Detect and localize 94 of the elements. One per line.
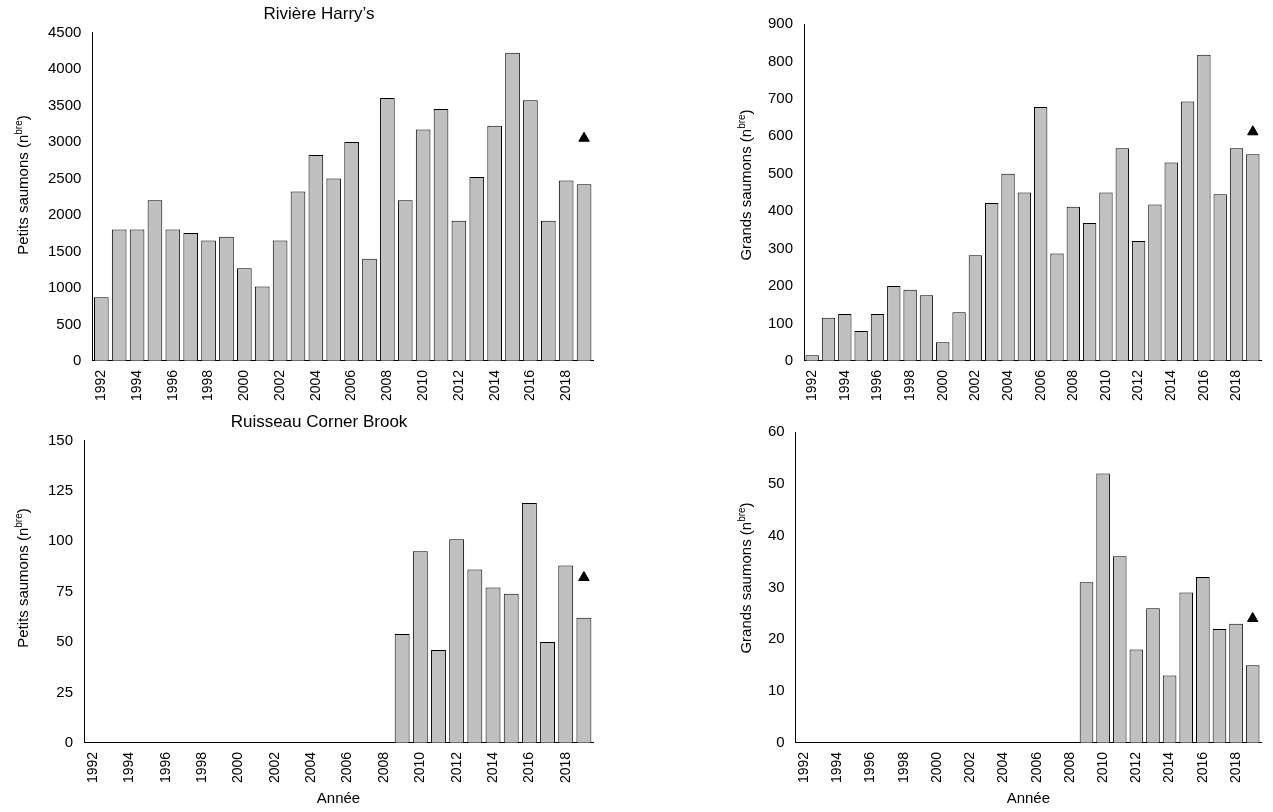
x-tick-label: 2004 (302, 751, 319, 784)
x-tick-label: 2006 (1031, 369, 1048, 402)
x-tick-label: 2014 (485, 369, 502, 402)
x-tick-label: 2010 (411, 751, 428, 784)
x-tick-label: 2008 (374, 751, 391, 784)
x-tick-label: 2012 (447, 751, 464, 784)
y-tick-label: 25 (56, 682, 74, 700)
x-tick-label: 2008 (1060, 751, 1077, 784)
x-tick-label: 1996 (861, 751, 878, 784)
x-tick-label: 2000 (229, 751, 246, 784)
x-tick-label: 2006 (338, 751, 355, 784)
x-tick-label: 1998 (900, 369, 917, 402)
y-tick-label: 0 (73, 351, 82, 368)
y-tick-label: 1000 (47, 278, 82, 296)
x-tick-label: 1998 (894, 751, 911, 784)
x-tick-label: 2010 (1096, 369, 1113, 402)
y-tick-label: 600 (768, 126, 794, 144)
x-tick-label: 2002 (270, 369, 287, 402)
x-tick-label: 2014 (1162, 369, 1179, 402)
x-tick-label: 1992 (803, 369, 820, 402)
y-tick-label: 500 (768, 163, 794, 181)
y-tick-label: 40 (768, 525, 785, 543)
x-tick-label: 1996 (156, 751, 173, 784)
y-tick-label: 0 (784, 351, 794, 368)
y-tick-label: 30 (768, 577, 785, 595)
y-tick-label: 1500 (47, 241, 82, 259)
y-tick-label: 100 (48, 531, 74, 549)
chart-title: Rivière Harry’s (263, 3, 375, 23)
x-tick-label: 2004 (306, 369, 323, 402)
x-tick-label: 2002 (265, 751, 282, 784)
x-tick-label: 2014 (1160, 751, 1177, 784)
y-tick-label: 700 (768, 89, 794, 106)
x-tick-label: 1994 (120, 751, 137, 784)
y-tick-label: 2000 (47, 205, 82, 223)
x-axis-title: Année (316, 789, 361, 807)
x-tick-label: 2016 (1193, 751, 1210, 784)
x-tick-label: 2006 (342, 369, 359, 402)
x-tick-label: 2018 (1226, 751, 1243, 784)
y-tick-label: 10 (768, 681, 785, 699)
x-tick-label: 2014 (483, 751, 500, 784)
x-tick-label: 1998 (199, 369, 216, 402)
y-tick-label: 60 (768, 422, 785, 440)
x-tick-label: 1992 (92, 369, 109, 402)
x-tick-label: 2018 (557, 369, 574, 402)
x-tick-label: 1996 (163, 369, 180, 402)
x-tick-label: 1998 (193, 751, 210, 784)
x-tick-label: 1994 (127, 369, 144, 402)
x-tick-label: 2012 (1129, 369, 1146, 402)
x-tick-label: 2004 (998, 369, 1015, 402)
y-tick-label: 20 (768, 629, 785, 647)
x-tick-label: 2010 (414, 369, 430, 402)
x-tick-label: 2000 (235, 369, 252, 402)
x-tick-label: 2016 (521, 369, 538, 402)
y-tick-label: 75 (56, 581, 74, 599)
x-tick-label: 1992 (83, 751, 100, 784)
x-tick-label: 2016 (1194, 369, 1211, 402)
y-tick-label: 150 (48, 430, 74, 448)
x-tick-label: 2010 (1093, 751, 1110, 784)
y-tick-label: 4500 (47, 22, 82, 40)
x-tick-label: 2008 (1064, 369, 1081, 402)
y-tick-label: 300 (768, 238, 794, 256)
x-tick-label: 2000 (927, 751, 944, 784)
x-tick-label: 1996 (868, 369, 885, 402)
y-tick-label: 2500 (47, 168, 82, 186)
y-tick-label: 500 (56, 314, 82, 332)
x-tick-label: 2002 (961, 751, 978, 784)
y-tick-label: 200 (768, 276, 794, 294)
y-tick-label: 3000 (47, 132, 82, 150)
x-tick-label: 2018 (556, 751, 573, 784)
x-tick-label: 1994 (835, 369, 852, 402)
y-tick-label: 0 (776, 733, 785, 750)
x-tick-label: 2018 (1227, 369, 1244, 402)
y-tick-label: 0 (64, 733, 74, 750)
x-tick-label: 1994 (828, 751, 845, 784)
x-tick-label: 2002 (966, 369, 983, 402)
y-tick-label: 900 (768, 14, 794, 32)
x-tick-label: 1992 (794, 751, 811, 784)
chart-title: Ruisseau Corner Brook (230, 411, 408, 431)
x-tick-label: 2008 (378, 369, 395, 402)
x-tick-label: 2016 (520, 751, 537, 784)
x-tick-label: 2004 (994, 751, 1011, 784)
y-tick-label: 800 (768, 51, 794, 69)
x-tick-label: 2012 (1127, 751, 1144, 784)
x-tick-label: 2012 (449, 369, 466, 402)
y-tick-label: 50 (56, 632, 74, 650)
y-tick-label: 125 (48, 480, 74, 498)
x-axis-title: Année (1006, 789, 1051, 807)
y-tick-label: 3500 (47, 95, 82, 113)
x-tick-label: 2000 (933, 369, 950, 402)
x-tick-label: 2006 (1027, 751, 1044, 784)
y-tick-label: 4000 (47, 59, 82, 77)
y-tick-label: 400 (768, 201, 794, 219)
y-tick-label: 100 (768, 313, 794, 331)
y-tick-label: 50 (768, 473, 785, 491)
